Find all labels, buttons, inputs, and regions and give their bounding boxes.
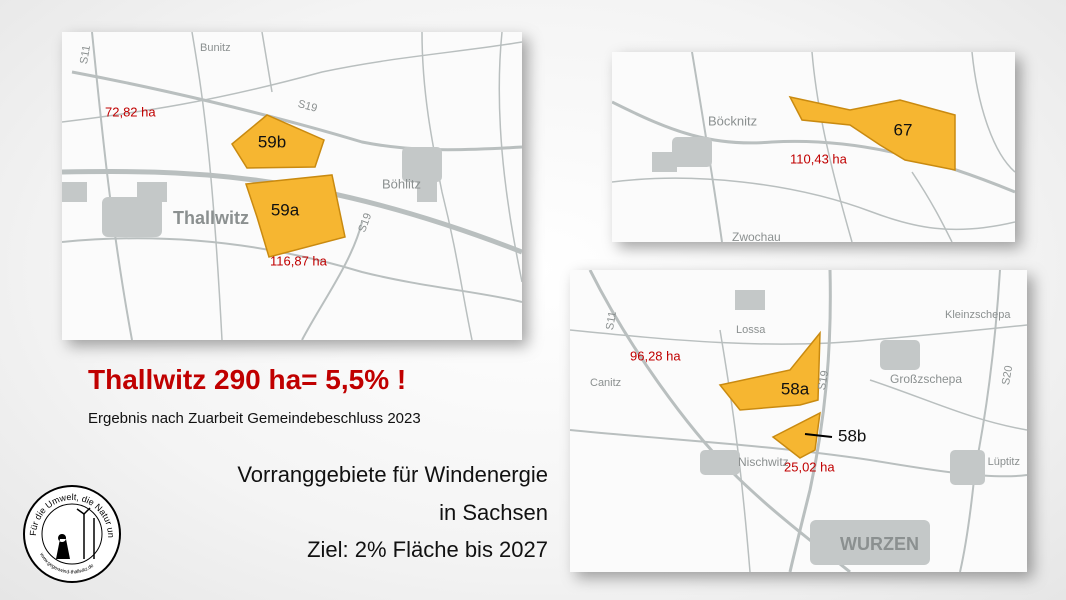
settlements bbox=[652, 137, 712, 172]
area-59a bbox=[244, 174, 346, 258]
map-canvas: 58a 58b 96,28 ha 25,02 ha Lossa S11 Cani… bbox=[570, 270, 1027, 572]
road-label: S19 bbox=[356, 212, 374, 235]
map-nischwitz: 58a 58b 96,28 ha 25,02 ha Lossa S11 Cani… bbox=[570, 270, 1027, 572]
place-label: Nischwitz bbox=[738, 455, 789, 469]
settlements bbox=[62, 147, 442, 237]
place-label: Lüptitz bbox=[988, 456, 1020, 468]
town-label: WURZEN bbox=[840, 534, 919, 554]
area-label: 58b bbox=[838, 426, 866, 445]
headline: Thallwitz 290 ha= 5,5% ! bbox=[88, 364, 407, 395]
place-label: Böhlitz bbox=[382, 176, 421, 191]
map-canvas: 67 110,43 ha Böcknitz Zwochau bbox=[612, 52, 1015, 242]
place-label: Zwochau bbox=[732, 230, 781, 242]
area-size: 110,43 ha bbox=[790, 151, 848, 166]
logo: Für die Umwelt, die Natur und uns www.ge… bbox=[22, 484, 121, 583]
road-label: S20 bbox=[1000, 365, 1015, 386]
area-label: 67 bbox=[894, 120, 913, 139]
settlements bbox=[700, 290, 985, 565]
road-label: S19 bbox=[296, 98, 318, 115]
description-line: Vorranggebiete für Windenergie bbox=[237, 462, 548, 487]
area-size: 96,28 ha bbox=[630, 348, 681, 363]
description-line: in Sachsen bbox=[439, 500, 548, 525]
town-label: Thallwitz bbox=[173, 208, 249, 228]
area-label: 59a bbox=[271, 200, 300, 219]
place-label: Großzschepa bbox=[890, 372, 962, 386]
map-thallwitz: 59b 59a 72,82 ha 116,87 ha Bunitz S11 S1… bbox=[62, 32, 522, 340]
place-label: Canitz bbox=[590, 377, 621, 389]
leader-line bbox=[804, 433, 833, 438]
map-canvas: 59b 59a 72,82 ha 116,87 ha Bunitz S11 S1… bbox=[62, 32, 522, 340]
roads bbox=[62, 32, 522, 340]
area-58b bbox=[771, 411, 821, 459]
place-label: Kleinzschepa bbox=[945, 309, 1011, 321]
description-line: Ziel: 2% Fläche bis 2027 bbox=[307, 537, 548, 562]
place-label: Lossa bbox=[736, 324, 766, 336]
area-67 bbox=[788, 95, 956, 171]
road-label: S19 bbox=[816, 370, 831, 391]
road-label: S11 bbox=[604, 310, 619, 331]
area-size: 116,87 ha bbox=[270, 253, 328, 268]
area-label: 58a bbox=[781, 379, 810, 398]
place-label: Bunitz bbox=[200, 42, 231, 54]
map-boecknitz: 67 110,43 ha Böcknitz Zwochau bbox=[612, 52, 1015, 242]
subtitle: Ergebnis nach Zuarbeit Gemeindebeschluss… bbox=[88, 410, 421, 427]
road-label: S11 bbox=[78, 44, 93, 65]
area-size: 25,02 ha bbox=[784, 459, 835, 474]
area-58a bbox=[718, 330, 821, 411]
area-size: 72,82 ha bbox=[105, 104, 156, 119]
area-label: 59b bbox=[258, 132, 286, 151]
area-59b bbox=[231, 114, 325, 169]
place-label: Böcknitz bbox=[708, 113, 757, 128]
